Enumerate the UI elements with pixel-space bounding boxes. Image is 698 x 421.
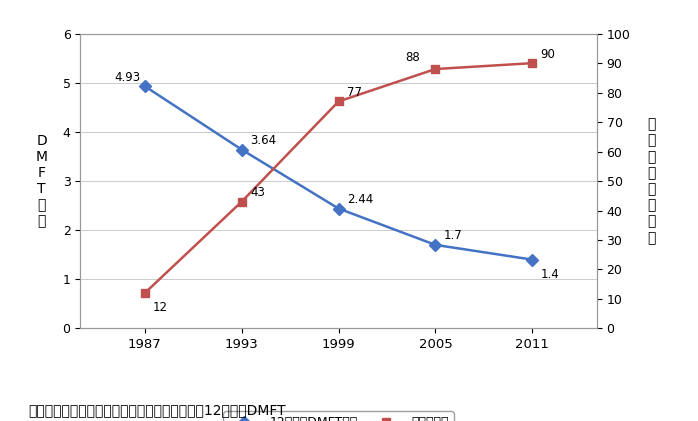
- 12歳児のDMFT指数: [141, 84, 149, 89]
- 市場シェア: [237, 199, 246, 204]
- 市場シェア: [528, 61, 537, 66]
- Y-axis label: 市
場
シ
ェ
ア
（
％
）: 市 場 シ ェ ア （ ％ ）: [647, 117, 655, 245]
- Text: 88: 88: [405, 51, 419, 64]
- 市場シェア: [141, 290, 149, 296]
- Text: 43: 43: [250, 186, 265, 199]
- Legend: 12歳児のDMFT指数, 市場シェア: 12歳児のDMFT指数, 市場シェア: [223, 411, 454, 421]
- Text: 4.93: 4.93: [114, 71, 140, 84]
- 12歳児のDMFT指数: [528, 257, 537, 262]
- 12歳児のDMFT指数: [431, 242, 440, 248]
- Line: 12歳児のDMFT指数: 12歳児のDMFT指数: [141, 82, 536, 264]
- Y-axis label: D
M
F
T
指
数: D M F T 指 数: [36, 133, 47, 229]
- Line: 市場シェア: 市場シェア: [141, 59, 536, 297]
- Text: 77: 77: [347, 86, 362, 99]
- Text: 2.44: 2.44: [347, 193, 373, 206]
- 市場シェア: [431, 67, 440, 72]
- Text: 12: 12: [153, 301, 168, 314]
- Text: 90: 90: [540, 48, 556, 61]
- 市場シェア: [334, 99, 343, 104]
- Text: 図４　わが国のフッ化物配合歯磨剤のシェアと12歳児のDMFT: 図４ わが国のフッ化物配合歯磨剤のシェアと12歳児のDMFT: [28, 403, 285, 417]
- Text: 3.64: 3.64: [250, 134, 276, 147]
- 12歳児のDMFT指数: [334, 206, 343, 211]
- Text: 1.7: 1.7: [444, 229, 463, 242]
- 12歳児のDMFT指数: [237, 147, 246, 152]
- Text: 1.4: 1.4: [540, 268, 559, 281]
